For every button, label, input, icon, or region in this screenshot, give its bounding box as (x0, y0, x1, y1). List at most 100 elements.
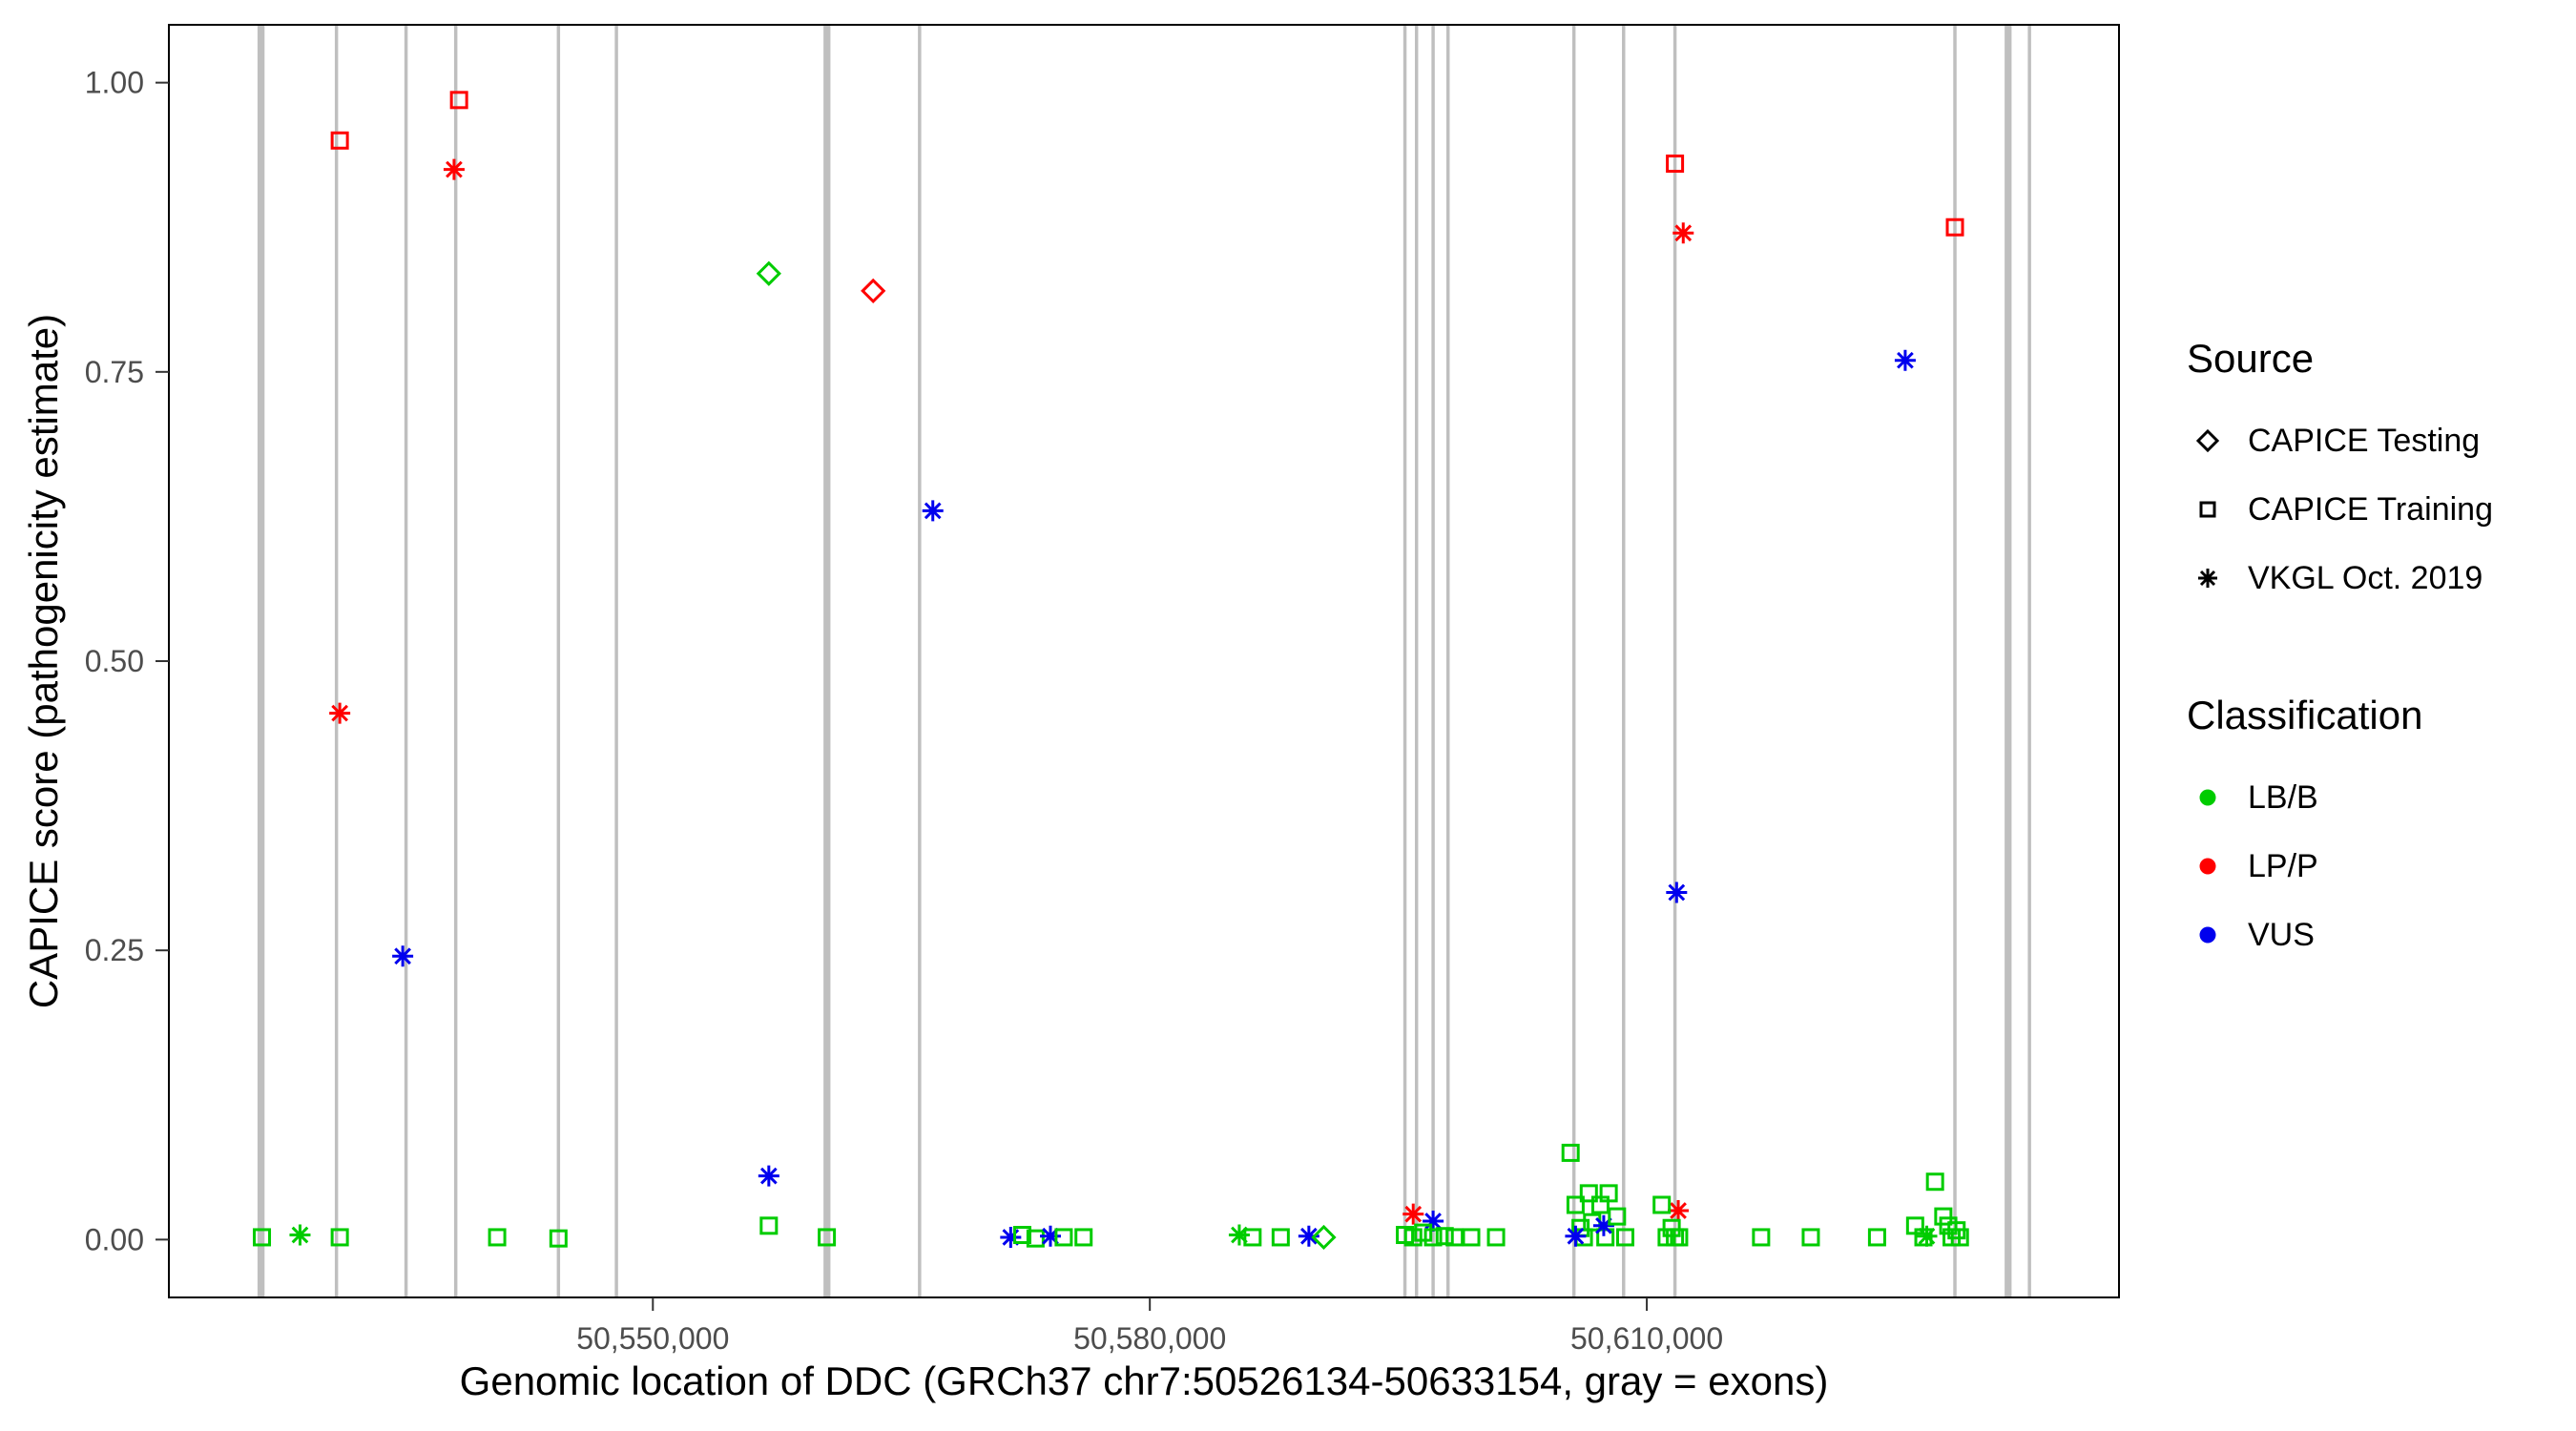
point-asterisk (1565, 1225, 1587, 1247)
point-asterisk (1894, 349, 1916, 371)
point-square (818, 1228, 837, 1247)
point-asterisk (922, 500, 944, 522)
y-axis-tick-label: 1.00 (85, 66, 144, 100)
dot-icon (2199, 789, 2216, 806)
legend-item-diamond-label: CAPICE Testing (2248, 422, 2481, 459)
point-square (1670, 1228, 1689, 1247)
point-square (1666, 155, 1685, 174)
point-asterisk (289, 1224, 311, 1246)
y-axis-tick-label: 0.50 (85, 644, 144, 678)
y-axis-tick-label: 0.00 (85, 1222, 144, 1256)
point-square (1403, 1228, 1423, 1247)
panel-border (168, 24, 2120, 1298)
point-asterisk (1298, 1225, 1319, 1247)
dot-glyph (2199, 858, 2216, 875)
legend-item-asterisk-label: VKGL Oct. 2019 (2248, 559, 2483, 596)
point-square (1414, 1223, 1433, 1242)
dot-icon (2199, 926, 2216, 944)
point-square (488, 1228, 507, 1247)
point-square (1615, 1228, 1634, 1247)
point-square (1652, 1195, 1672, 1214)
point-square (1579, 1184, 1598, 1203)
point-square (1054, 1228, 1073, 1247)
legend-item-lb: LB/B (2187, 763, 2493, 832)
point-asterisk (1000, 1226, 1022, 1248)
legend-source-items: CAPICE Testing CAPICE Training VKGL Oct. 2… (2187, 406, 2493, 612)
dot-glyph (2199, 789, 2216, 806)
point-asterisk (1423, 1210, 1444, 1232)
legend-item-lp: LP/P (2187, 832, 2493, 901)
legend-item-square: CAPICE Training (2187, 475, 2493, 544)
point-asterisk (1916, 1225, 1938, 1247)
point-square (330, 131, 349, 150)
asterisk-icon (2198, 569, 2217, 588)
y-axis-tick-label: 0.75 (85, 355, 144, 389)
point-square (1423, 1228, 1443, 1247)
point-square (759, 1216, 779, 1235)
point-square (253, 1228, 272, 1247)
point-diamond (861, 278, 886, 304)
point-square (1752, 1228, 1771, 1247)
point-square (1435, 1227, 1454, 1246)
legend-item-square-label: CAPICE Training (2248, 490, 2493, 528)
legend-classification: Classification LB/B LP/P VUS (2187, 693, 2493, 969)
point-square (1867, 1228, 1886, 1247)
point-asterisk (329, 702, 351, 724)
legend-panel: Source CAPICE Testing CAPICE Training VKGL… (2187, 336, 2493, 969)
point-square (1271, 1228, 1290, 1247)
point-asterisk (392, 945, 414, 967)
point-square (1012, 1226, 1031, 1245)
square-glyph (2199, 501, 2216, 518)
x-axis-tick-label: 50,580,000 (1073, 1321, 1226, 1356)
point-square (1599, 1184, 1618, 1203)
point-square (1566, 1195, 1585, 1214)
point-asterisk (1666, 881, 1688, 903)
y-axis-tick-label: 0.25 (85, 933, 144, 967)
point-square (1925, 1172, 1944, 1192)
point-square (1801, 1228, 1820, 1247)
legend-item-vus: VUS (2187, 901, 2493, 969)
point-square (330, 1228, 349, 1247)
point-square (549, 1229, 568, 1248)
point-square (1950, 1228, 1969, 1247)
point-square (1074, 1228, 1093, 1247)
diamond-glyph (2195, 428, 2220, 453)
point-square (1596, 1228, 1615, 1247)
point-asterisk (1668, 1200, 1690, 1222)
x-axis-tick-label: 50,550,000 (576, 1321, 729, 1356)
point-asterisk (1228, 1224, 1250, 1246)
diamond-icon (2195, 428, 2220, 453)
point-asterisk (443, 158, 465, 180)
asterisk-glyph (2198, 569, 2217, 588)
point-square (1945, 218, 1964, 237)
point-asterisk (1672, 222, 1694, 244)
legend-source-title: Source (2187, 336, 2315, 381)
point-square (1934, 1207, 1953, 1226)
point-square (1561, 1143, 1580, 1162)
legend-item-asterisk: VKGL Oct. 2019 (2187, 544, 2493, 612)
point-square (1608, 1207, 1627, 1226)
point-square (1243, 1228, 1262, 1247)
point-square (1486, 1228, 1506, 1247)
point-diamond (756, 260, 781, 286)
point-square (1026, 1229, 1045, 1248)
legend-item-diamond: CAPICE Testing (2187, 406, 2493, 475)
y-axis-title: CAPICE score (pathogenicity estimate) (21, 313, 66, 1009)
legend-item-lb-label: LB/B (2248, 778, 2318, 816)
square-icon (2199, 501, 2216, 518)
dot-icon (2199, 858, 2216, 875)
point-asterisk (1592, 1214, 1614, 1236)
legend-source: Source CAPICE Testing CAPICE Training VKGL… (2187, 336, 2493, 612)
point-square (1462, 1228, 1481, 1247)
dot-glyph (2199, 926, 2216, 944)
point-asterisk (1040, 1225, 1061, 1247)
legend-classification-title: Classification (2187, 693, 2423, 737)
point-asterisk (758, 1165, 779, 1187)
legend-classification-items: LB/B LP/P VUS (2187, 763, 2493, 969)
point-asterisk (1402, 1203, 1424, 1225)
x-axis-title: Genomic location of DDC (GRCh37 chr7:505… (459, 1358, 1829, 1403)
legend-item-lp-label: LP/P (2248, 847, 2318, 884)
point-diamond (1311, 1224, 1337, 1251)
